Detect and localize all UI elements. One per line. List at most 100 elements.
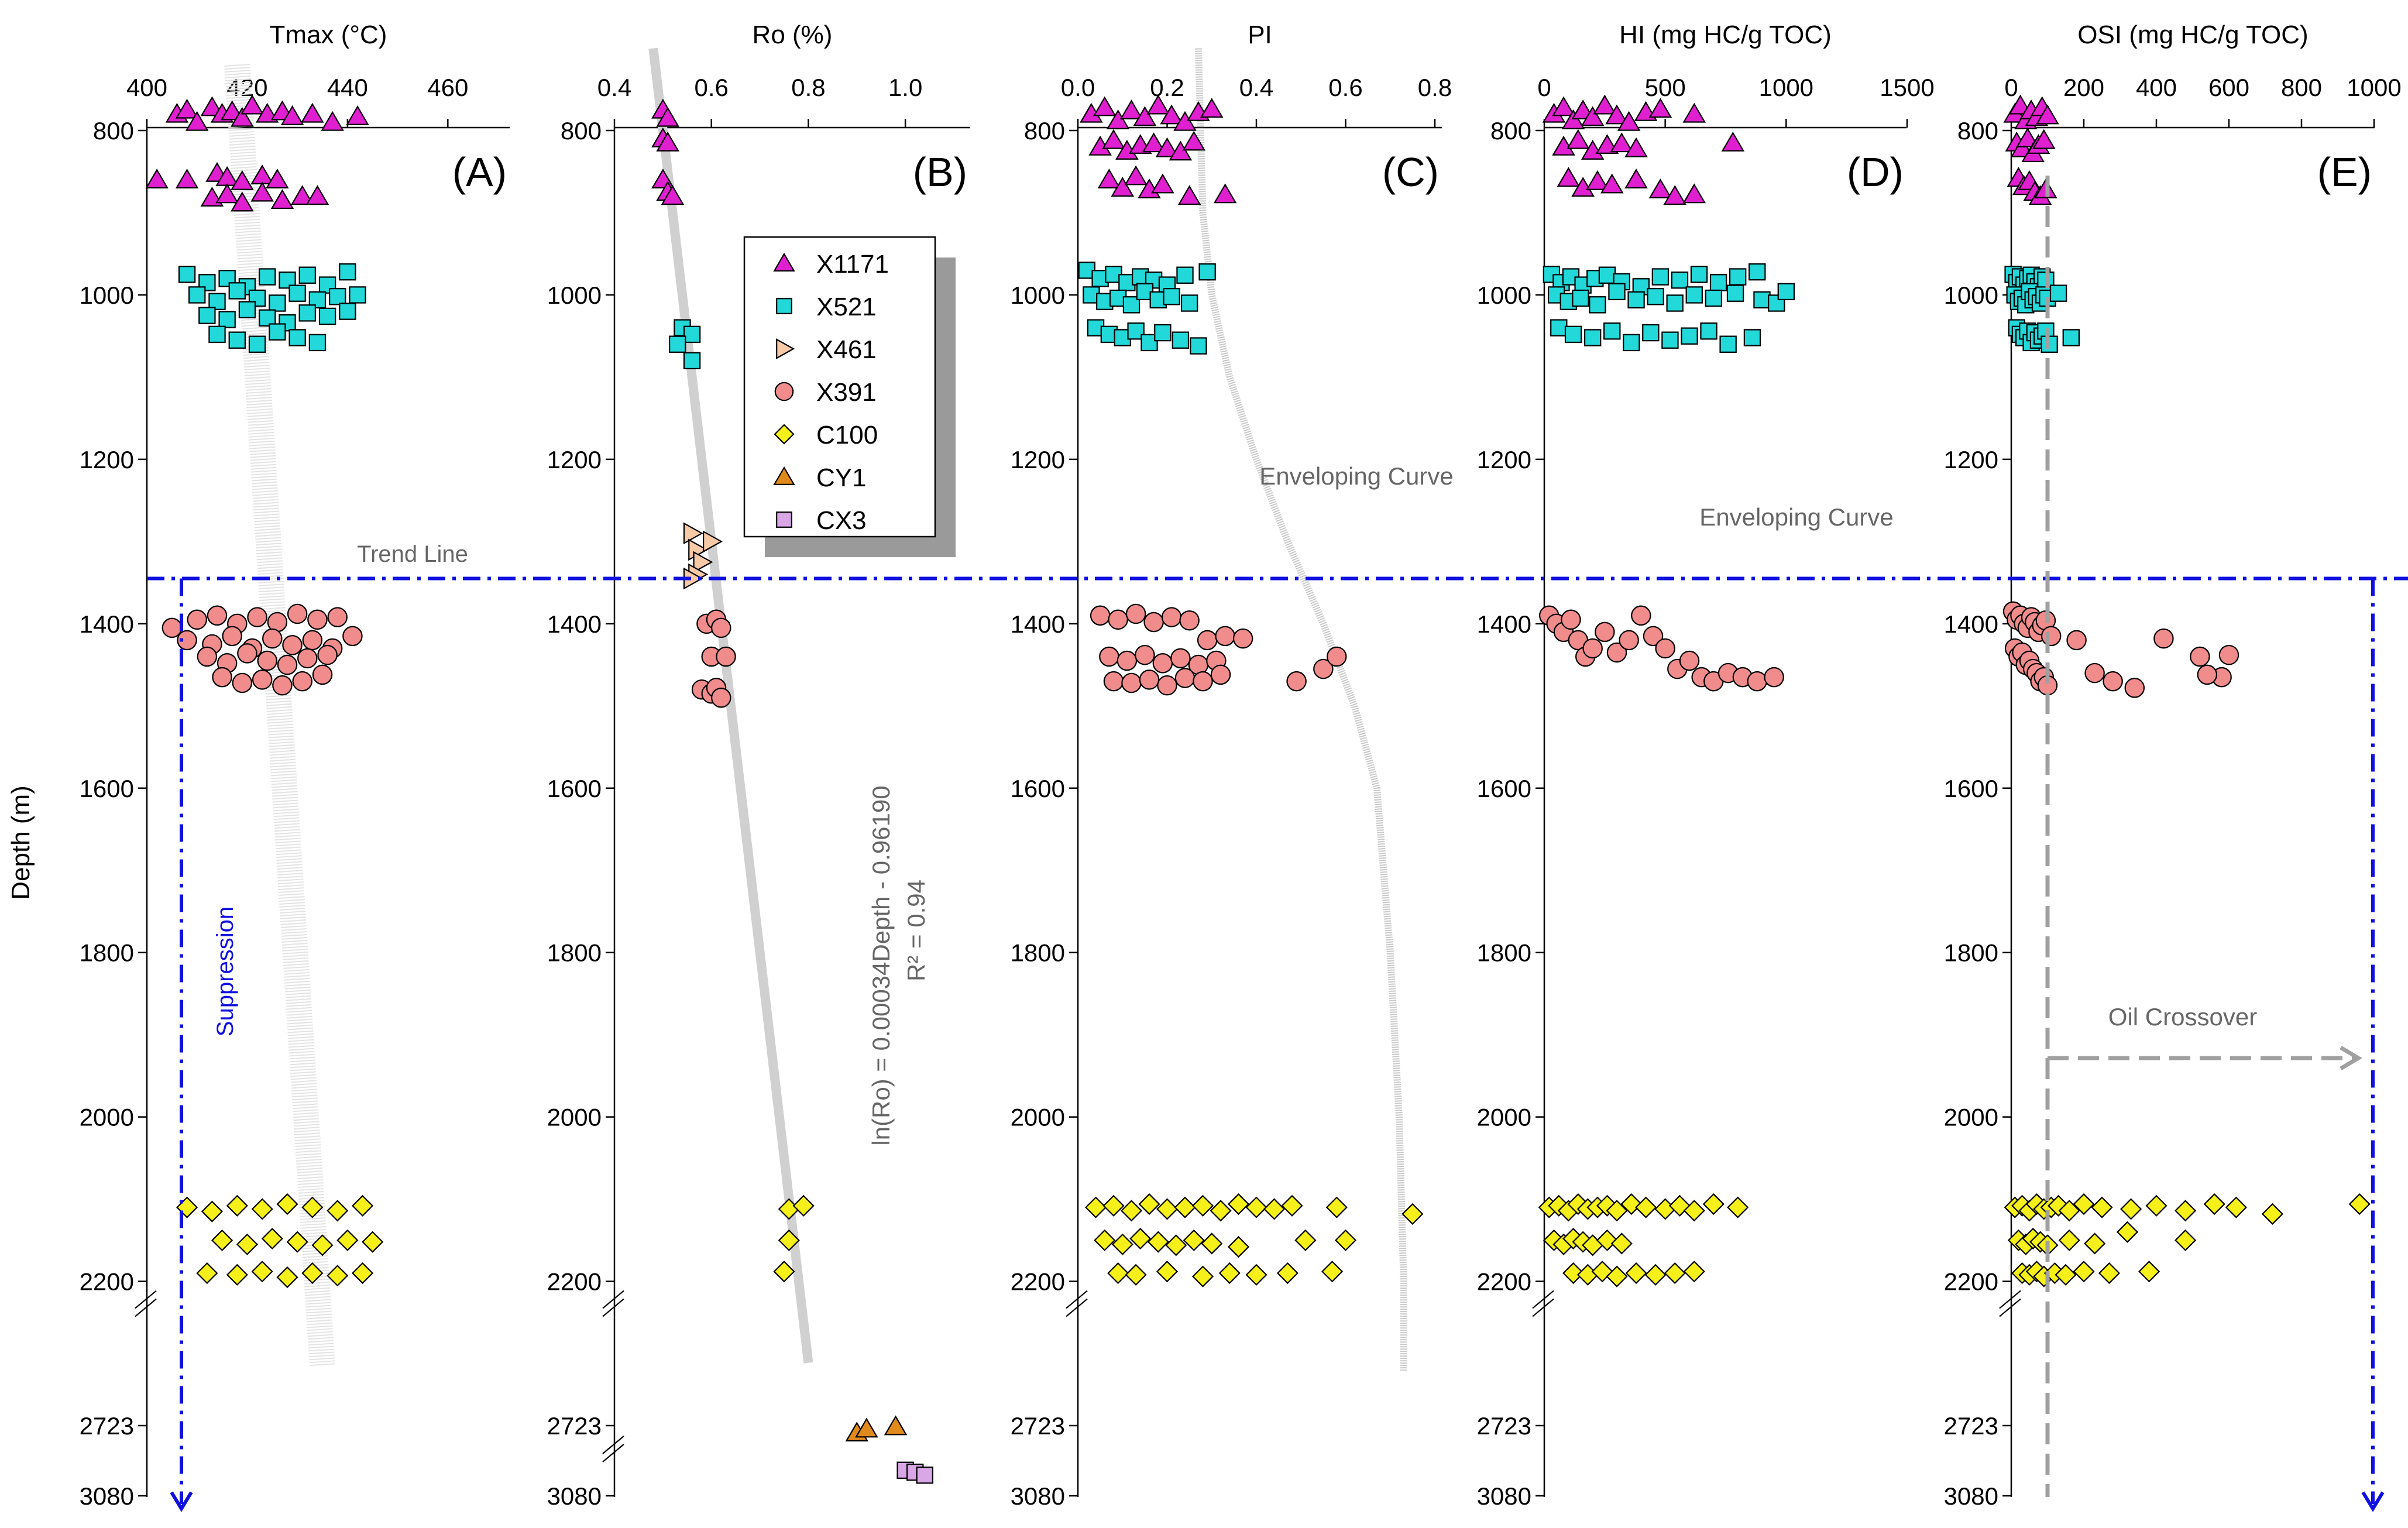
data-point-X521 — [1564, 325, 1582, 344]
data-point-X391 — [247, 607, 267, 627]
data-point-X521 — [1198, 263, 1216, 281]
data-point-C100 — [2098, 1262, 2120, 1285]
oil-crossover-label: Oil Crossover — [2108, 1003, 2257, 1031]
data-point-X391 — [1215, 626, 1235, 647]
y-tick-label: 2000 — [1944, 1104, 1998, 1131]
data-point-C100 — [778, 1198, 800, 1220]
data-point-X521 — [1172, 331, 1190, 349]
y-tick-label: 1200 — [80, 446, 134, 473]
y-tick-label: 1000 — [80, 281, 134, 309]
y-tick-label: 2723 — [1011, 1412, 1065, 1440]
legend-marker-X1171 — [773, 252, 795, 272]
data-point-X391 — [1125, 603, 1146, 624]
data-point-X521 — [349, 286, 366, 304]
data-point-C100 — [1606, 1200, 1628, 1222]
data-point-X1171 — [200, 96, 224, 116]
data-point-C100 — [236, 1233, 258, 1255]
data-point-X521 — [1613, 273, 1630, 291]
data-point-X391 — [162, 617, 183, 638]
data-point-X521 — [669, 335, 686, 353]
data-point-X1171 — [1093, 96, 1117, 116]
data-point-X521 — [1729, 268, 1747, 286]
data-point-X1171 — [250, 164, 274, 184]
data-point-X391 — [282, 635, 303, 655]
data-point-X521 — [1685, 286, 1703, 304]
panel-3: PI 0.0 0.2 0.4 0.6 0.8 800 1000 1200 1400 1600 1800… — [1011, 20, 1452, 1510]
data-point-X391 — [2190, 646, 2210, 667]
data-point-X1171 — [1721, 131, 1745, 152]
data-point-C100 — [301, 1196, 324, 1218]
data-point-X521 — [1190, 337, 1207, 355]
trend-line — [224, 64, 335, 1368]
data-point-C100 — [352, 1262, 374, 1285]
axis-break-mark — [1532, 1298, 1554, 1317]
y-tick-label: 2200 — [80, 1268, 134, 1296]
y-tick-label: 3080 — [1477, 1482, 1531, 1510]
data-point-C100 — [1218, 1262, 1241, 1285]
data-point-C100 — [1201, 1232, 1223, 1255]
data-point-C100 — [2055, 1263, 2077, 1286]
data-point-X521 — [228, 282, 246, 300]
data-point-X391 — [327, 607, 348, 627]
data-point-X1171 — [1102, 129, 1125, 149]
data-point-X1171 — [305, 185, 329, 205]
data-point-X391 — [716, 646, 736, 667]
panel-4: HI (mg HC/g TOC) 0 500 1000 1500 800 1000 1200 1… — [1477, 20, 1935, 1510]
data-point-X1171 — [1200, 98, 1224, 118]
data-point-X391 — [1631, 605, 1651, 626]
panel-letter: (C) — [1382, 149, 1439, 195]
data-point-C100 — [1644, 1263, 1667, 1286]
data-point-C100 — [276, 1266, 298, 1289]
axis-break-mark — [1999, 1298, 2021, 1317]
data-point-X521 — [1583, 329, 1602, 346]
data-point-X391 — [1210, 664, 1231, 685]
data-point-X391 — [302, 630, 323, 651]
data-point-X521 — [298, 266, 316, 284]
data-point-X1171 — [1610, 132, 1634, 153]
data-point-X391 — [1197, 630, 1218, 651]
data-point-C100 — [1625, 1262, 1647, 1285]
trend-line — [648, 47, 813, 1364]
data-point-X521 — [208, 293, 226, 310]
data-point-C100 — [2116, 1221, 2138, 1243]
y-tick-label: 2723 — [1944, 1412, 1998, 1440]
data-point-C100 — [311, 1234, 334, 1256]
suppression-label: Suppression — [212, 907, 238, 1036]
data-point-X521 — [683, 352, 701, 370]
data-point-C100 — [1120, 1200, 1143, 1222]
data-point-C100 — [1562, 1262, 1585, 1285]
data-point-C100 — [1263, 1198, 1286, 1220]
y-tick-label: 1200 — [1011, 446, 1065, 473]
data-point-C100 — [362, 1231, 384, 1253]
data-point-X1171 — [1617, 111, 1641, 131]
data-point-C100 — [1596, 1229, 1619, 1251]
data-point-X391 — [232, 672, 253, 693]
enveloping-curve — [1194, 48, 1407, 1371]
y-axis-title: Depth (m) — [6, 785, 35, 900]
data-point-X391 — [1161, 607, 1182, 627]
x-tick-label: 0.4 — [1239, 74, 1273, 101]
data-point-X521 — [1589, 296, 1606, 314]
data-point-X1171 — [1177, 185, 1201, 205]
data-point-C100 — [226, 1194, 248, 1217]
data-point-X521 — [1753, 291, 1771, 309]
regression-equation: ln(Ro) = 0.00034Depth - 0.96190 — [867, 785, 895, 1145]
data-point-X521 — [198, 307, 216, 324]
data-point-C100 — [1227, 1236, 1250, 1258]
data-point-X1171 — [1111, 177, 1135, 197]
data-point-X521 — [1671, 271, 1689, 289]
data-point-CY1 — [855, 1417, 878, 1438]
data-point-C100 — [1620, 1193, 1643, 1215]
data-point-X1171 — [1552, 96, 1575, 116]
data-point-C100 — [2348, 1193, 2371, 1215]
y-tick-label: 800 — [1957, 117, 1998, 145]
data-point-X1171 — [2032, 129, 2056, 149]
data-point-X391 — [272, 675, 293, 696]
data-point-C100 — [1147, 1231, 1169, 1253]
data-point-C100 — [1125, 1263, 1147, 1286]
data-point-X1171 — [1557, 167, 1581, 187]
axis-break-mark — [602, 1290, 624, 1309]
enveloping-curve-label: Enveloping Curve — [1259, 462, 1454, 490]
data-point-X521 — [339, 263, 356, 281]
data-point-X1171 — [321, 111, 344, 131]
